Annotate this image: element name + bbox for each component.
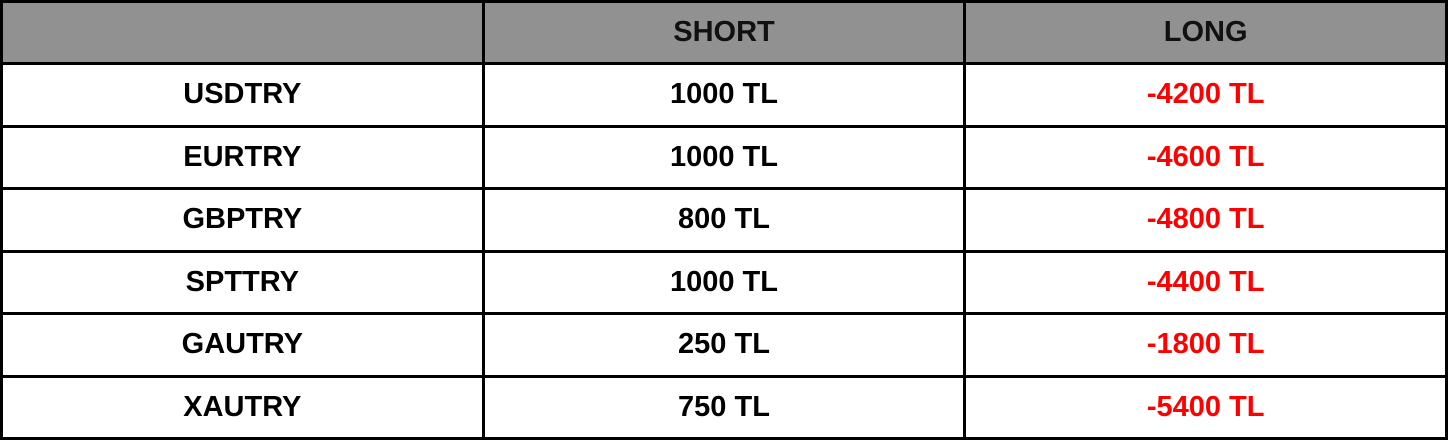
short-cell: 1000 TL <box>481 124 967 190</box>
long-cell: -5400 TL <box>963 374 1448 440</box>
header-short: SHORT <box>481 0 967 65</box>
short-cell: 750 TL <box>481 374 967 440</box>
symbol-cell: USDTRY <box>0 62 485 128</box>
header-long: LONG <box>963 0 1448 65</box>
table-row: USDTRY 1000 TL -4200 TL <box>0 62 1448 128</box>
symbol-cell: EURTRY <box>0 124 485 190</box>
header-symbol <box>0 0 485 65</box>
long-cell: -4400 TL <box>963 249 1448 315</box>
short-cell: 1000 TL <box>481 249 967 315</box>
table-row: XAUTRY 750 TL -5400 TL <box>0 374 1448 440</box>
header-row: SHORT LONG <box>0 0 1448 65</box>
long-cell: -4600 TL <box>963 124 1448 190</box>
long-cell: -4200 TL <box>963 62 1448 128</box>
short-cell: 1000 TL <box>481 62 967 128</box>
symbol-cell: GBPTRY <box>0 187 485 253</box>
table-row: SPTTRY 1000 TL -4400 TL <box>0 249 1448 315</box>
long-cell: -1800 TL <box>963 312 1448 378</box>
long-cell: -4800 TL <box>963 187 1448 253</box>
table-row: GAUTRY 250 TL -1800 TL <box>0 312 1448 378</box>
short-cell: 250 TL <box>481 312 967 378</box>
symbol-cell: GAUTRY <box>0 312 485 378</box>
symbol-cell: XAUTRY <box>0 374 485 440</box>
table-row: GBPTRY 800 TL -4800 TL <box>0 187 1448 253</box>
short-cell: 800 TL <box>481 187 967 253</box>
table-row: EURTRY 1000 TL -4600 TL <box>0 124 1448 190</box>
symbol-cell: SPTTRY <box>0 249 485 315</box>
